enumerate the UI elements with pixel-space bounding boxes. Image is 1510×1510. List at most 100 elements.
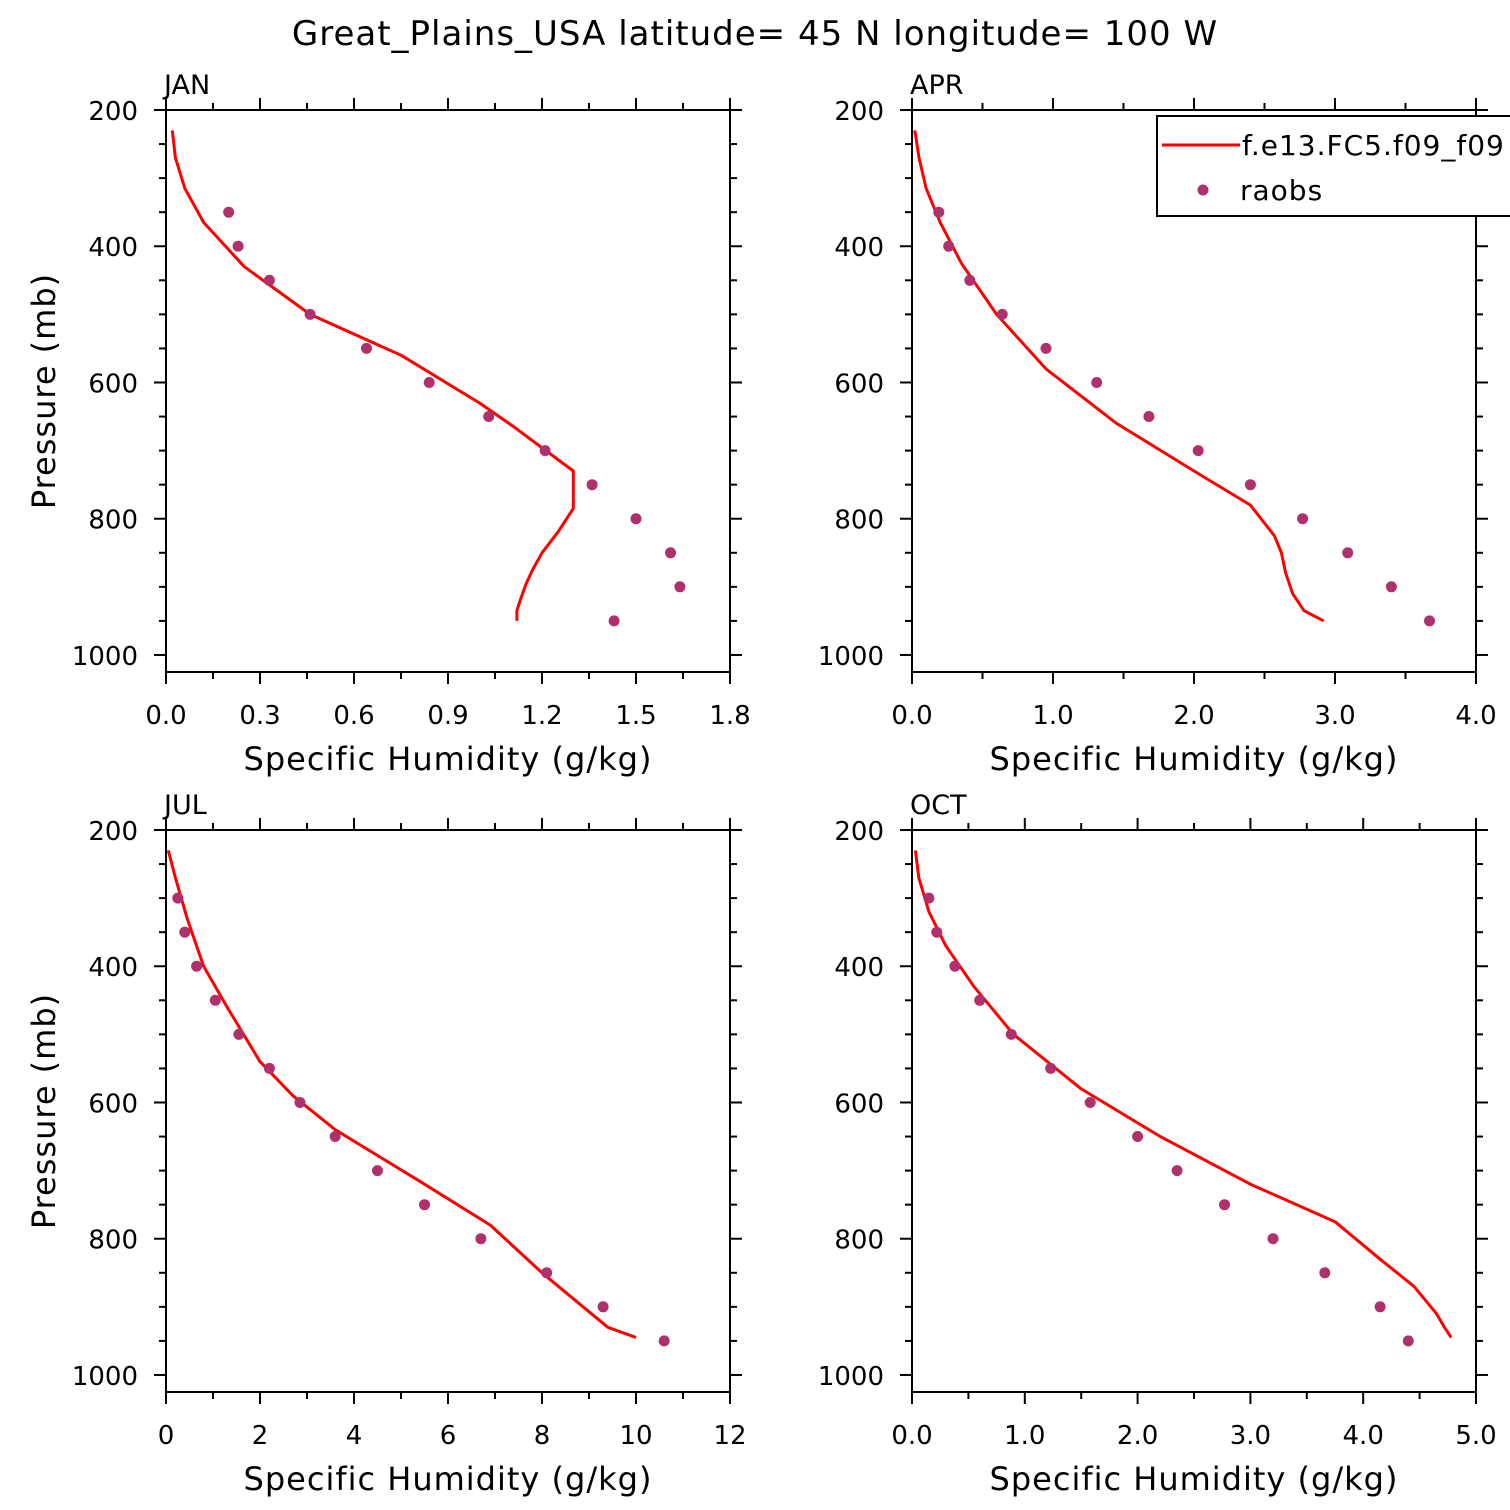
panels: JAN 0.0 0.3 0.6 0.9 1.2 1.5 1.8 Specific Humidit… (25, 70, 1510, 1498)
raobs-point (179, 926, 191, 938)
x-tick-label: 0.0 (891, 701, 932, 731)
raobs-point (674, 581, 686, 593)
x-tick-label: 4.0 (1455, 701, 1496, 731)
y-axis-title: Pressure (mb) (25, 993, 63, 1229)
x-tick-label: 4 (346, 1421, 363, 1451)
x-tick-label: 0.9 (427, 701, 468, 731)
raobs-point (361, 342, 372, 354)
raobs-point (209, 994, 221, 1006)
legend-box (1156, 115, 1510, 217)
y-tick-label: 1000 (72, 642, 138, 672)
y-tick-label: 600 (834, 369, 884, 399)
y-tick-label: 600 (88, 369, 138, 399)
raobs-point (263, 274, 275, 286)
panel-oct: OCT 0.0 1.0 2.0 3.0 4.0 5.0 Specific Humidity (… (818, 790, 1497, 1498)
raobs-point (597, 1301, 609, 1313)
raobs-point (1143, 411, 1155, 422)
raobs-point (1374, 1301, 1386, 1313)
raobs-point (996, 308, 1008, 320)
raobs-point (923, 892, 935, 904)
raobs-point (372, 1165, 383, 1177)
x-tick-label: 1.0 (1004, 1421, 1045, 1451)
panel-jan: JAN 0.0 0.3 0.6 0.9 1.2 1.5 1.8 Specific Humidit… (25, 70, 751, 778)
y-tick-label: 800 (88, 1226, 138, 1256)
raobs-point (1219, 1199, 1230, 1211)
x-tick-label: 3.0 (1314, 701, 1355, 731)
raobs-point (419, 1199, 430, 1211)
panel-apr: APR 0.0 1.0 2.0 3.0 4.0 Specific Humidity (g/k… (818, 70, 1510, 778)
y-tick-label: 400 (88, 953, 138, 983)
raobs-point (658, 1335, 670, 1347)
raobs-point (475, 1233, 487, 1245)
raobs-point (232, 240, 244, 252)
raobs-point (1005, 1028, 1017, 1040)
x-tick-label: 5.0 (1455, 1421, 1496, 1451)
model-line (166, 850, 637, 1339)
raobs-point (974, 994, 986, 1006)
raobs-point (1045, 1062, 1057, 1074)
plot-frame (165, 109, 731, 673)
x-tick-label: 1.8 (709, 701, 750, 731)
raobs-point (1091, 377, 1103, 388)
raobs-point (1267, 1233, 1279, 1245)
raobs-point (223, 206, 235, 218)
raobs-point (949, 960, 961, 972)
x-tick-label: 6 (440, 1421, 457, 1451)
raobs-point (586, 479, 598, 491)
raobs-point (1171, 1165, 1183, 1177)
panel-jul: JUL 0 2 4 6 8 10 12 Specific Humidity (g/kg) 200 4… (25, 790, 747, 1498)
raobs-point (1319, 1267, 1331, 1279)
x-tick-label: 0.0 (891, 1421, 932, 1451)
y-tick-label: 800 (834, 506, 884, 536)
panel-title: APR (910, 70, 964, 101)
y-tick-label: 400 (88, 233, 138, 263)
x-tick-label: 0.3 (239, 701, 280, 731)
raobs-point (1385, 581, 1397, 593)
raobs-point (1424, 615, 1435, 627)
x-tick-label: 2.0 (1117, 1421, 1158, 1451)
raobs-point (191, 960, 203, 972)
legend-marker-swatch (1197, 184, 1209, 196)
raobs-point (233, 1028, 245, 1040)
figure-title: Great_Plains_USA latitude= 45 N longitud… (292, 14, 1218, 54)
raobs-point (665, 547, 676, 559)
model-line (913, 130, 1325, 623)
raobs-point (483, 411, 495, 422)
raobs-point (423, 377, 435, 388)
raobs-point (294, 1097, 306, 1108)
x-tick-label: 4.0 (1343, 1421, 1384, 1451)
x-axis-title: Specific Humidity (g/kg) (990, 1460, 1399, 1498)
raobs-point (964, 274, 976, 286)
raobs-point (1040, 342, 1052, 354)
y-tick-label: 1000 (818, 642, 884, 672)
y-tick-label: 600 (834, 1089, 884, 1119)
y-axis-title: Pressure (mb) (25, 273, 63, 509)
y-tick-label: 200 (834, 817, 884, 847)
x-axis-title: Specific Humidity (g/kg) (244, 740, 653, 778)
x-tick-label: 0.6 (333, 701, 374, 731)
raobs-point (608, 615, 620, 627)
x-tick-label: 1.2 (521, 701, 562, 731)
y-tick-label: 1000 (818, 1362, 884, 1392)
y-tick-label: 400 (834, 953, 884, 983)
x-tick-label: 2 (252, 1421, 269, 1451)
y-tick-label: 600 (88, 1089, 138, 1119)
y-tick-label: 200 (88, 97, 138, 127)
raobs-point (1402, 1335, 1414, 1347)
y-tick-label: 200 (834, 97, 884, 127)
x-axis-title: Specific Humidity (g/kg) (990, 740, 1399, 778)
y-tick-label: 200 (88, 817, 138, 847)
x-tick-label: 8 (534, 1421, 551, 1451)
y-tick-label: 400 (834, 233, 884, 263)
plot-frame (165, 829, 731, 1393)
raobs-point (1192, 445, 1204, 457)
raobs-point (172, 892, 184, 904)
y-tick-label: 800 (834, 1226, 884, 1256)
x-tick-label: 1.0 (1032, 701, 1073, 731)
raobs-point (1342, 547, 1354, 559)
panel-title: OCT (910, 790, 967, 821)
legend-label-obs: raobs (1240, 174, 1323, 207)
x-tick-label: 0.0 (145, 701, 186, 731)
x-tick-label: 0 (158, 1421, 175, 1451)
